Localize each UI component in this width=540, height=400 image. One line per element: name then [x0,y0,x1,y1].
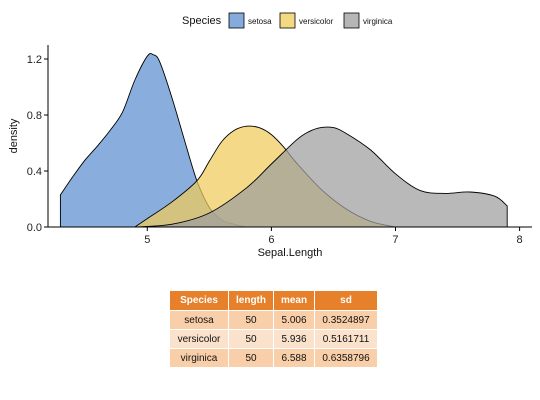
cell-length: 50 [228,329,274,349]
cell-species: versicolor [170,329,229,349]
legend: Species setosa versicolor virginica [182,12,393,29]
density-area-virginica [134,126,508,228]
legend-title: Species [182,15,222,27]
header-sd: sd [314,291,377,311]
summary-table: Species length mean sd setosa 50 5.006 0… [170,291,377,367]
cell-species: virginica [170,348,229,367]
y-tick-label: 1.2 [27,54,42,66]
cell-sd: 0.5161711 [314,329,377,349]
x-tick-label: 5 [144,234,150,246]
legend-key-versicolor [279,12,296,29]
legend-label-virginica: virginica [363,17,393,26]
legend-label-setosa: setosa [248,17,272,26]
x-axis-ticks: 5 6 7 8 [144,227,523,246]
x-tick-label: 8 [517,234,523,246]
legend-key-setosa [228,12,245,29]
cell-sd: 0.6358796 [314,348,377,367]
table-header-row: Species length mean sd [170,291,377,311]
density-curves [59,53,508,228]
cell-mean: 5.006 [273,310,315,330]
density-chart: Species setosa versicolor virginica 5 6 7 8… [8,12,532,259]
header-species: Species [170,291,229,311]
table-row: setosa 50 5.006 0.3524897 [170,310,377,330]
legend-key-virginica [343,12,360,29]
table-row: versicolor 50 5.936 0.5161711 [170,329,377,349]
y-tick-label: 0.4 [27,166,42,178]
cell-mean: 5.936 [273,329,315,349]
plot-area: 5 6 7 8 0.0 0.4 0.8 1.2 [27,45,532,246]
cell-length: 50 [228,310,274,330]
y-tick-label: 0.0 [27,222,42,234]
header-mean: mean [273,291,315,311]
table-row: virginica 50 6.588 0.6358796 [170,348,377,367]
header-length: length [228,291,274,311]
y-axis-title: density [8,118,20,153]
cell-species: setosa [170,310,229,330]
cell-length: 50 [228,348,274,367]
cell-mean: 6.588 [273,348,315,367]
cell-sd: 0.3524897 [314,310,377,330]
x-tick-label: 6 [268,234,274,246]
x-axis-title: Sepal.Length [258,247,323,259]
legend-label-versicolor: versicolor [299,17,334,26]
y-axis-ticks: 0.0 0.4 0.8 1.2 [27,54,48,234]
x-tick-label: 7 [392,234,398,246]
y-tick-label: 0.8 [27,110,42,122]
